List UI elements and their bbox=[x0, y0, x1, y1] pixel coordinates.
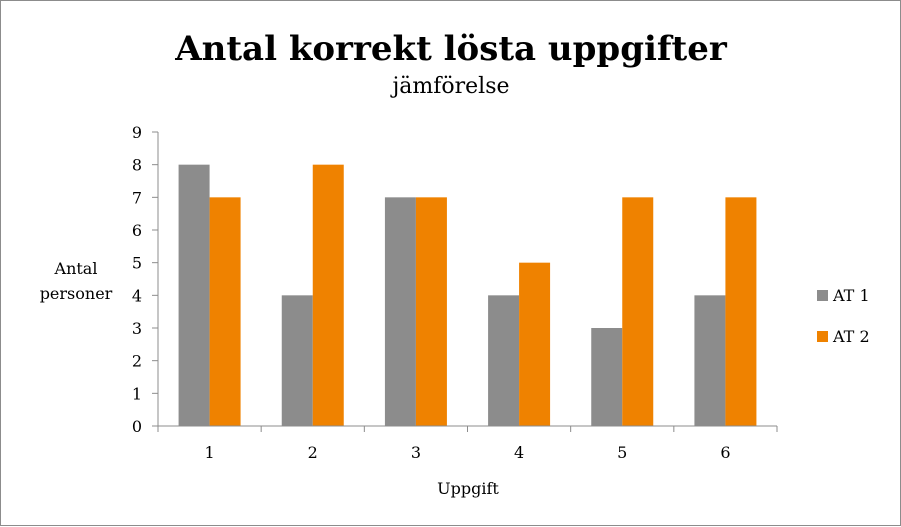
y-tick-label: 1 bbox=[132, 384, 142, 403]
x-tick-label: 6 bbox=[720, 443, 730, 462]
legend-swatch-1 bbox=[817, 290, 828, 301]
y-tick-label: 6 bbox=[132, 221, 142, 240]
chart-title: Antal korrekt lösta uppgifter bbox=[174, 29, 728, 69]
bar-series-1-cat-4 bbox=[488, 295, 520, 426]
bar-series-1-cat-3 bbox=[384, 197, 416, 426]
x-tick-label: 3 bbox=[411, 443, 421, 462]
x-axis-label: Uppgift bbox=[437, 479, 499, 498]
y-tick-label: 4 bbox=[132, 286, 142, 305]
x-tick-label: 4 bbox=[514, 443, 524, 462]
bar-series-2-cat-1 bbox=[209, 197, 241, 426]
y-tick-label: 2 bbox=[132, 352, 142, 371]
bar-series-1-cat-2 bbox=[281, 295, 313, 426]
bar-series-2-cat-2 bbox=[312, 164, 344, 426]
y-tick-label: 0 bbox=[132, 417, 142, 436]
y-tick-label: 5 bbox=[132, 254, 142, 273]
y-axis-label-line-1: Antal bbox=[54, 259, 98, 278]
x-tick-label: 5 bbox=[617, 443, 627, 462]
bar-series-1-cat-5 bbox=[591, 328, 623, 426]
y-axis-label-line-2: personer bbox=[40, 284, 113, 303]
y-tick-label: 8 bbox=[132, 156, 142, 175]
legend-label-1: AT 1 bbox=[832, 286, 870, 305]
chart-subtitle: jämförelse bbox=[389, 74, 509, 99]
y-tick-label: 7 bbox=[132, 188, 142, 207]
x-tick-label: 1 bbox=[204, 443, 214, 462]
x-tick-label: 2 bbox=[308, 443, 318, 462]
bar-series-2-cat-4 bbox=[519, 262, 551, 426]
legend-label-2: AT 2 bbox=[832, 327, 870, 346]
bar-series-2-cat-6 bbox=[725, 197, 757, 426]
plot-area: 0 1 2 3 4 5 6 7 8 9 1 2 3 4 5 6 bbox=[132, 123, 778, 462]
y-tick-label: 3 bbox=[132, 319, 142, 338]
legend: AT 1 AT 2 bbox=[817, 286, 870, 346]
bar-series-1-cat-6 bbox=[694, 295, 726, 426]
bar-series-1-cat-1 bbox=[178, 164, 210, 426]
y-tick-label: 9 bbox=[132, 123, 142, 142]
bar-series-2-cat-3 bbox=[415, 197, 447, 426]
bar-series-2-cat-5 bbox=[622, 197, 654, 426]
legend-swatch-2 bbox=[817, 331, 828, 342]
